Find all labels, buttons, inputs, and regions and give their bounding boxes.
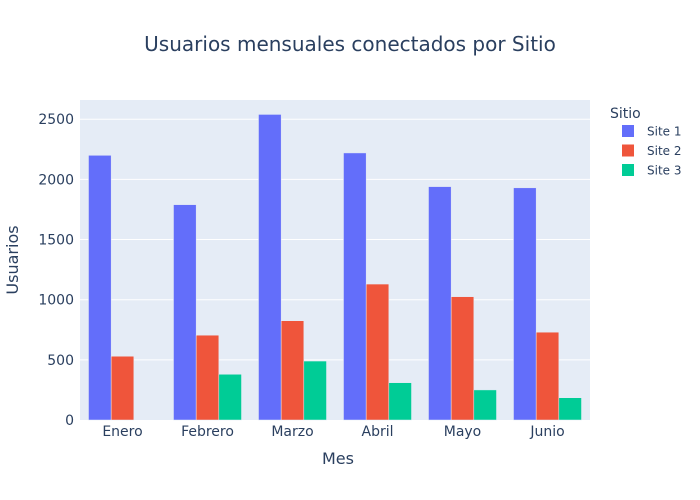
y-tick-label: 2000 xyxy=(38,172,74,188)
y-tick-label: 0 xyxy=(65,413,74,429)
legend-title: Sitio xyxy=(610,106,641,122)
y-tick-label: 500 xyxy=(47,353,74,369)
legend-item-site-2[interactable]: Site 2 xyxy=(622,144,682,158)
bar-site-2-junio[interactable] xyxy=(535,331,560,421)
y-tick-label: 1000 xyxy=(38,293,74,309)
bar-site-3-junio[interactable] xyxy=(558,397,582,421)
bars xyxy=(88,114,582,421)
legend-label: Site 1 xyxy=(647,125,682,139)
bar-site-1-enero[interactable] xyxy=(88,155,112,421)
y-tick-label: 1500 xyxy=(38,233,74,249)
bar-site-1-marzo[interactable] xyxy=(258,114,282,421)
y-axis-title: Usuarios xyxy=(3,225,22,294)
bar-site-3-mayo[interactable] xyxy=(473,389,497,421)
bar-site-1-junio[interactable] xyxy=(513,187,537,421)
gridlines xyxy=(80,118,590,361)
x-tick-label: Junio xyxy=(529,424,564,440)
bar-site-1-febrero[interactable] xyxy=(173,204,197,421)
legend-items[interactable]: Site 1 Site 2 Site 3 xyxy=(622,125,682,178)
legend-swatch xyxy=(622,164,634,176)
bar-site-3-febrero[interactable] xyxy=(218,374,242,421)
legend-label: Site 3 xyxy=(647,164,682,178)
chart-title: Usuarios mensuales conectados por Sitio xyxy=(144,32,556,56)
legend-swatch xyxy=(622,144,634,157)
legend[interactable]: Sitio Site 1 Site 2 Site 3 xyxy=(610,106,682,178)
bar-site-1-abril[interactable] xyxy=(343,152,367,421)
y-tick-label: 2500 xyxy=(38,112,74,128)
x-tick-label: Enero xyxy=(102,424,142,440)
legend-item-site-3[interactable]: Site 3 xyxy=(622,164,682,178)
bar-site-2-abril[interactable] xyxy=(365,283,390,421)
legend-swatch xyxy=(622,125,634,137)
plot-area xyxy=(80,100,590,420)
bar-site-3-abril[interactable] xyxy=(388,382,412,421)
y-axis-ticks: 0 500 1000 1500 2000 2500 xyxy=(38,112,74,429)
x-tick-label: Febrero xyxy=(181,424,234,440)
x-tick-label: Mayo xyxy=(444,424,482,440)
legend-item-site-1[interactable]: Site 1 xyxy=(622,125,682,139)
legend-label: Site 2 xyxy=(647,144,682,158)
x-axis-title: Mes xyxy=(322,449,354,468)
bar-site-2-marzo[interactable] xyxy=(280,320,305,421)
x-tick-label: Abril xyxy=(362,424,394,440)
bar-site-2-mayo[interactable] xyxy=(450,296,475,421)
bar-site-2-febrero[interactable] xyxy=(195,334,220,421)
x-axis-ticks: Enero Febrero Marzo Abril Mayo Junio xyxy=(102,424,564,440)
bar-site-1-mayo[interactable] xyxy=(428,186,452,421)
x-tick-label: Marzo xyxy=(271,424,313,440)
bar-site-3-marzo[interactable] xyxy=(303,360,327,421)
bar-site-2-enero[interactable] xyxy=(110,355,135,421)
